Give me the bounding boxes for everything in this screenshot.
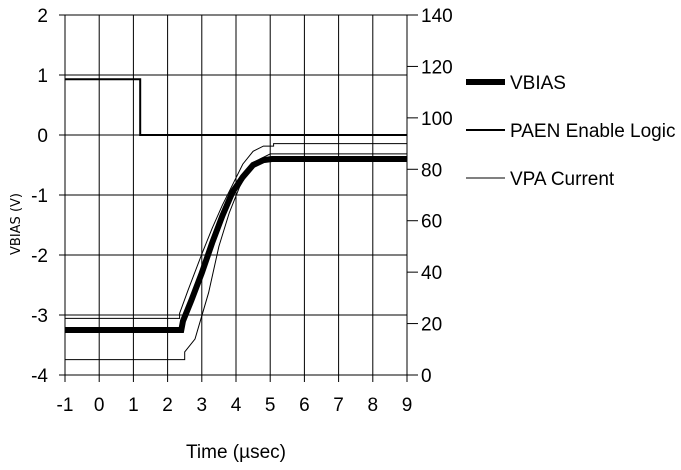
y-tick-label: -1 [31, 186, 48, 207]
y2-tick-label: 100 [421, 109, 453, 130]
y2-tick-label: 80 [421, 160, 442, 181]
x-tick-label: -1 [57, 395, 74, 416]
axis-ticks [59, 14, 418, 382]
legend-label: VBIAS [510, 73, 566, 94]
y2-tick-label: 60 [421, 212, 442, 233]
x-tick-label: 3 [197, 395, 208, 416]
x-axis-title: Time (µsec) [186, 442, 286, 463]
series-line-paen-enable-logic [65, 78, 407, 136]
series-line-vpa-current [65, 153, 407, 361]
y2-tick-label: 140 [421, 6, 453, 27]
legend-label: VPA Current [510, 169, 615, 190]
y-tick-label: -4 [31, 366, 48, 387]
series-line-extra-3 [65, 143, 407, 319]
x-tick-label: 8 [368, 395, 379, 416]
x-tick-label: 6 [299, 395, 310, 416]
x-tick-label: 4 [231, 395, 242, 416]
x-tick-label: 0 [94, 395, 105, 416]
y2-tick-label: 40 [421, 263, 442, 284]
legend: VBIAS PAEN Enable Logic VPA Current [466, 73, 675, 190]
legend-label: PAEN Enable Logic [510, 121, 675, 142]
y-tick-label: 2 [37, 6, 48, 27]
y2-tick-label: 20 [421, 315, 442, 336]
tick-labels: -1 0 1 2 3 4 5 6 7 8 9-4-3-2-101202040608010012014… [31, 6, 453, 416]
y-tick-label: 1 [37, 66, 48, 87]
x-tick-label: 9 [402, 395, 413, 416]
y2-tick-label: 0 [421, 366, 432, 387]
x-tick-label: 2 [162, 395, 173, 416]
x-tick-label: 5 [265, 395, 276, 416]
x-tick-label: 7 [333, 395, 344, 416]
y-axis-title: VBIAS (V) [9, 193, 24, 255]
y-tick-label: 0 [37, 126, 48, 147]
y-tick-label: -2 [31, 246, 48, 267]
y-tick-label: -3 [31, 306, 48, 327]
series-lines [65, 78, 407, 361]
x-tick-label: 1 [128, 395, 139, 416]
series-line-vbias [65, 156, 407, 333]
y2-tick-label: 120 [421, 57, 453, 78]
grid [64, 14, 408, 376]
